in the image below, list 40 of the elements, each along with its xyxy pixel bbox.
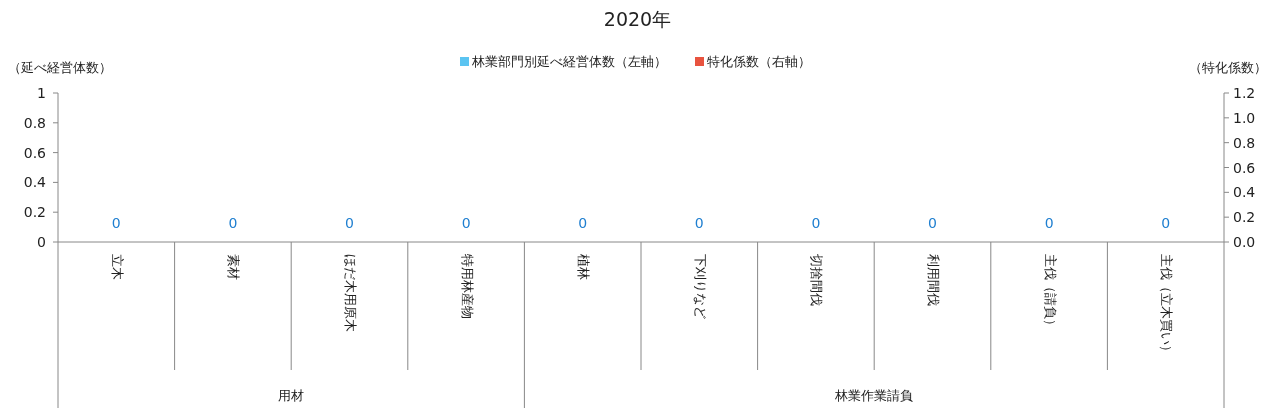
x-tick-label: 利用間伐: [926, 254, 941, 306]
text: 用材: [278, 388, 305, 403]
y-tick-label: 0.6: [23, 144, 47, 161]
y2-axis-title: （特化係数）: [1189, 60, 1267, 75]
x-tick-label: 主伐（立木買い）: [1159, 254, 1175, 358]
text: 林業作業請負: [834, 388, 914, 403]
data-label: 0: [111, 215, 121, 231]
x-tick-label: ほだ木用原木: [343, 254, 358, 332]
data-label: 0: [1044, 215, 1054, 231]
data-label: 0: [228, 215, 238, 231]
x-tick-label: 切捨間伐: [809, 254, 825, 306]
y-tick-label: 0: [37, 234, 46, 250]
x-tick-label: 主伐（請負）: [1042, 254, 1058, 332]
x-tick-label: 素材: [226, 254, 242, 280]
x-tick-label: 立木: [109, 254, 125, 280]
x-tick-label: 下刈りなど: [692, 254, 708, 319]
data-label: 0: [928, 215, 937, 231]
y-tick-label: 0.2: [23, 204, 46, 221]
y2-tick-label: 0.6: [1233, 159, 1256, 176]
y2-tick-label: 0.2: [1233, 209, 1256, 226]
data-label: 0: [461, 215, 471, 231]
legend-label: 林業部門別延べ経営体数（左軸）: [471, 54, 667, 69]
legend-label: 特化係数（右軸）: [707, 54, 811, 69]
y-tick-label: 0.8: [23, 114, 46, 131]
data-label: 0: [811, 215, 821, 231]
data-label: 0: [694, 215, 704, 231]
y2-tick-label: 0.0: [1233, 234, 1256, 250]
data-label: 0: [345, 215, 354, 231]
x-tick-label: 特用林産物: [459, 254, 475, 319]
chart-title: 2020年: [603, 8, 672, 30]
y-tick-label: 0.4: [23, 174, 47, 191]
y-tick-label: 1: [37, 85, 46, 101]
y2-tick-label: 1.2: [1233, 85, 1256, 101]
y2-tick-label: 0.8: [1233, 134, 1256, 151]
data-label: 0: [1161, 215, 1171, 231]
y2-tick-label: 0.4: [1233, 184, 1256, 201]
x-tick-label: 植林: [576, 254, 592, 280]
data-label: 0: [578, 215, 588, 231]
y2-tick-label: 1.0: [1233, 109, 1256, 126]
y-axis-title: （延べ経営体数）: [8, 60, 112, 75]
